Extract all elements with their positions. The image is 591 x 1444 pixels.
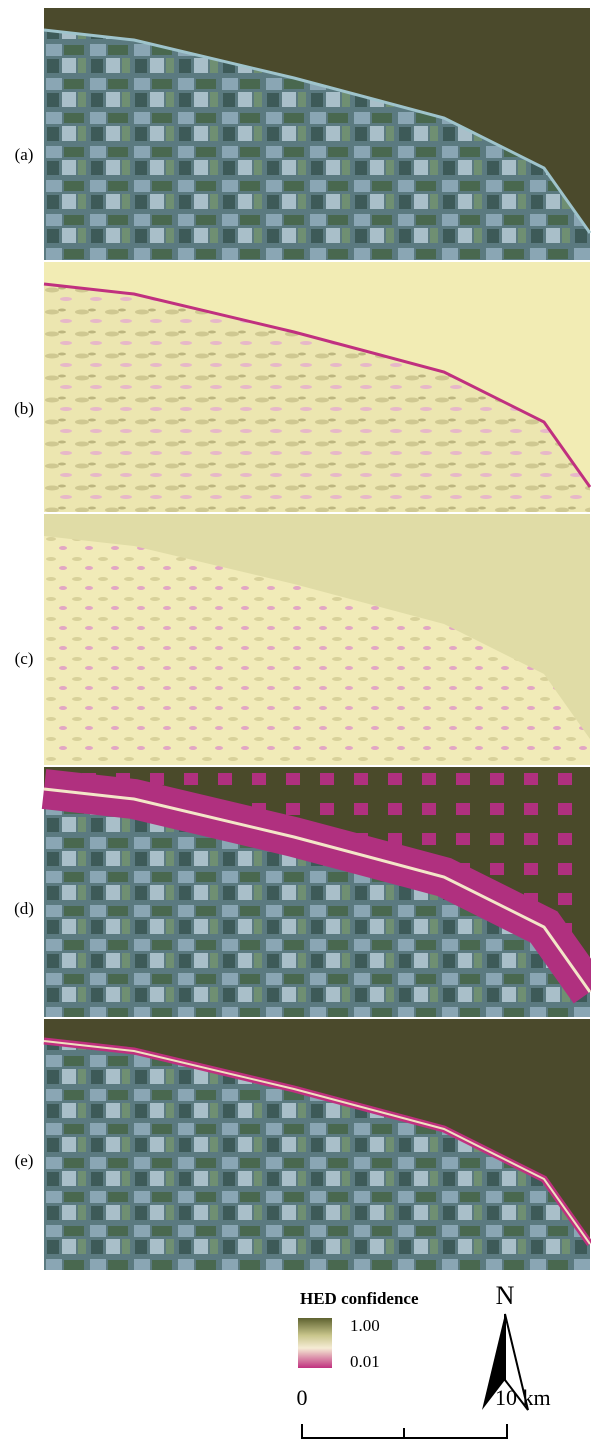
panel-label: (d) [14,899,34,918]
panel-label: (a) [15,145,34,164]
panel-a [44,8,590,260]
panel-c [44,514,590,765]
legend-max: 1.00 [350,1316,380,1335]
panel-b [44,262,590,512]
north-label: N [496,1281,515,1310]
scale-start: 0 [297,1385,308,1410]
scale-bar [302,1424,507,1438]
panel-e [44,1019,590,1270]
legend-title: HED confidence [300,1289,419,1308]
panel-label: (e) [15,1151,34,1170]
panel-d [44,767,590,1017]
legend-min: 0.01 [350,1352,380,1371]
scale-end: 10 km [495,1385,551,1410]
color-bar [298,1318,332,1368]
panel-label: (b) [14,399,34,418]
figure: (a) (b) (c) (d) (e) HED confidence 1.00 … [0,0,591,1444]
panel-label: (c) [15,649,34,668]
